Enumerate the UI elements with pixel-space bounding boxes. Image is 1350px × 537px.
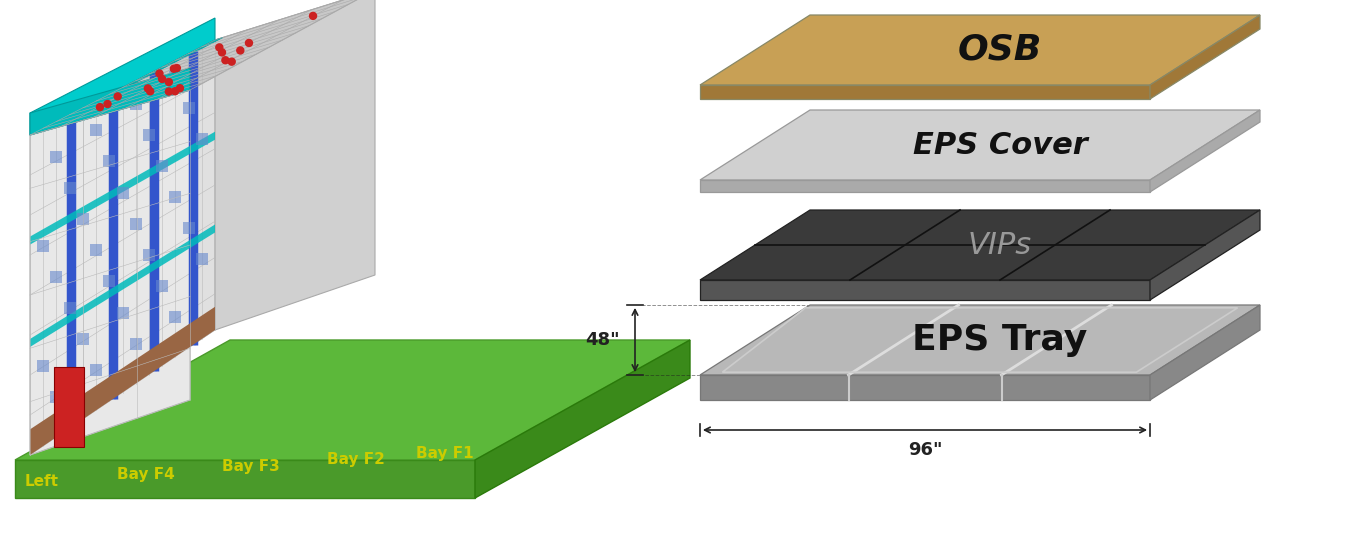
Circle shape bbox=[166, 78, 173, 85]
Bar bbox=[77, 213, 89, 226]
Bar bbox=[77, 333, 89, 345]
Bar bbox=[130, 98, 142, 110]
Bar bbox=[50, 151, 62, 163]
Circle shape bbox=[115, 93, 122, 100]
Circle shape bbox=[96, 104, 104, 111]
Polygon shape bbox=[30, 307, 215, 455]
Bar bbox=[169, 311, 181, 323]
Polygon shape bbox=[1150, 110, 1260, 192]
Circle shape bbox=[221, 57, 230, 64]
Text: EPS Tray: EPS Tray bbox=[913, 323, 1088, 357]
Bar bbox=[182, 222, 194, 234]
Bar bbox=[130, 217, 142, 230]
Polygon shape bbox=[701, 375, 1150, 400]
Bar bbox=[90, 365, 103, 376]
Circle shape bbox=[104, 100, 111, 107]
Polygon shape bbox=[215, 0, 375, 330]
Polygon shape bbox=[30, 18, 215, 135]
Bar bbox=[104, 275, 115, 287]
Circle shape bbox=[246, 39, 252, 47]
Polygon shape bbox=[30, 224, 215, 347]
Text: 48": 48" bbox=[586, 331, 620, 349]
Polygon shape bbox=[54, 367, 84, 447]
Bar bbox=[143, 129, 155, 141]
Polygon shape bbox=[15, 460, 475, 498]
Text: OSB: OSB bbox=[958, 33, 1042, 67]
Bar bbox=[196, 133, 208, 145]
Polygon shape bbox=[30, 90, 190, 455]
Circle shape bbox=[177, 85, 184, 92]
Circle shape bbox=[219, 49, 225, 56]
Polygon shape bbox=[701, 15, 1260, 85]
Polygon shape bbox=[701, 180, 1150, 192]
Bar bbox=[169, 191, 181, 203]
Polygon shape bbox=[30, 0, 375, 135]
Bar bbox=[38, 240, 49, 252]
Bar bbox=[38, 360, 49, 372]
Text: Left: Left bbox=[24, 474, 58, 489]
Polygon shape bbox=[1150, 305, 1260, 400]
Bar bbox=[90, 125, 103, 136]
Polygon shape bbox=[701, 85, 1150, 99]
Bar bbox=[63, 182, 76, 194]
Text: EPS Cover: EPS Cover bbox=[913, 130, 1087, 159]
Circle shape bbox=[228, 58, 235, 65]
Text: Bay F3: Bay F3 bbox=[223, 459, 279, 474]
Circle shape bbox=[165, 88, 173, 95]
Circle shape bbox=[170, 65, 177, 72]
Text: VIPs: VIPs bbox=[968, 230, 1031, 259]
Bar bbox=[63, 302, 76, 314]
Circle shape bbox=[157, 70, 163, 77]
Bar bbox=[143, 249, 155, 260]
Bar bbox=[50, 391, 62, 403]
Polygon shape bbox=[701, 305, 1260, 375]
Polygon shape bbox=[701, 210, 1260, 280]
Bar bbox=[116, 307, 128, 318]
Polygon shape bbox=[1150, 15, 1260, 99]
Bar bbox=[130, 338, 142, 350]
Text: Bay F1: Bay F1 bbox=[416, 446, 474, 461]
Polygon shape bbox=[30, 68, 190, 135]
Polygon shape bbox=[475, 340, 690, 498]
Circle shape bbox=[158, 76, 166, 83]
Polygon shape bbox=[30, 40, 215, 455]
Bar bbox=[157, 280, 169, 292]
Circle shape bbox=[173, 64, 181, 71]
Circle shape bbox=[147, 88, 154, 95]
Polygon shape bbox=[30, 38, 223, 135]
Text: Bay F4: Bay F4 bbox=[117, 467, 176, 482]
Circle shape bbox=[171, 88, 178, 95]
Bar bbox=[50, 271, 62, 283]
Polygon shape bbox=[15, 340, 690, 460]
Bar bbox=[90, 244, 103, 256]
Polygon shape bbox=[1150, 210, 1260, 300]
Polygon shape bbox=[701, 110, 1260, 180]
Circle shape bbox=[144, 85, 151, 92]
Bar bbox=[169, 71, 181, 83]
Text: Bay F2: Bay F2 bbox=[327, 452, 385, 467]
Text: 96": 96" bbox=[907, 441, 942, 459]
Bar bbox=[157, 159, 169, 172]
Bar bbox=[104, 155, 115, 168]
Circle shape bbox=[216, 44, 223, 51]
Bar bbox=[196, 253, 208, 265]
Polygon shape bbox=[30, 132, 215, 244]
Circle shape bbox=[236, 47, 244, 54]
Bar bbox=[116, 186, 128, 199]
Bar bbox=[182, 102, 194, 114]
Polygon shape bbox=[701, 280, 1150, 300]
Circle shape bbox=[309, 12, 316, 19]
